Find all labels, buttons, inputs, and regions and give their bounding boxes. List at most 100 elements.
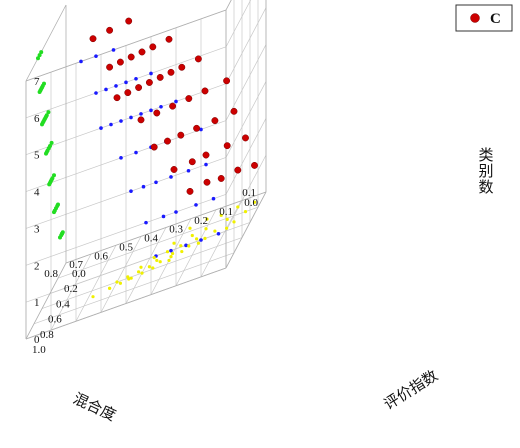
grid-line (225, 81, 267, 158)
xz-projection-point (186, 168, 191, 173)
xy-projection-point (139, 265, 143, 269)
data-point (186, 187, 194, 195)
yz-projection-point (39, 50, 44, 55)
data-point (217, 175, 225, 182)
x-tick-label: 0.8 (44, 268, 58, 280)
xz-projection-point (159, 104, 163, 109)
x-tick-label: 0.3 (169, 224, 183, 236)
xy-projection-point (219, 213, 223, 217)
xy-projection-point (243, 210, 248, 214)
yz-projection-point (37, 53, 42, 58)
xz-projection-point (174, 210, 178, 214)
yz-projection-point (46, 110, 51, 115)
legend-label: C (490, 11, 501, 27)
data-point (106, 63, 114, 71)
x-axis-label: 混合度 (70, 389, 118, 424)
grid-line (225, 154, 267, 232)
data-point (170, 166, 178, 173)
yz-projection-point (47, 182, 52, 187)
y-tick-label: 0.0 (72, 268, 86, 280)
xy-projection-point (172, 241, 176, 245)
y-tick-label: 0.4 (56, 298, 70, 310)
z-axis-label: 类别数 (478, 146, 493, 196)
xz-projection-point (169, 175, 173, 179)
data-point (169, 102, 177, 110)
yz-projection-point (58, 235, 62, 240)
xz-projection-point (134, 77, 138, 81)
xy-projection-point (129, 276, 133, 280)
xy-projection-point (118, 281, 122, 285)
grid-line (25, 193, 227, 266)
data-point (138, 48, 146, 56)
grid-line (200, 200, 242, 278)
data-point (242, 134, 249, 142)
yz-projection-point (44, 151, 48, 156)
xz-projection-point (129, 115, 133, 120)
grid-line (225, 44, 267, 121)
xy-projection-point (236, 205, 240, 209)
grid-line (57, 206, 259, 279)
xy-projection-point (147, 265, 151, 269)
xz-projection-point (119, 156, 123, 160)
frame-edge (25, 262, 67, 340)
xy-projection-point (108, 286, 112, 290)
yz-projection-point (37, 90, 42, 95)
xz-projection-point (144, 220, 148, 225)
grid-line (100, 236, 142, 313)
xy-projection-point (196, 241, 200, 245)
data-point (234, 166, 242, 174)
yz-projection-point (60, 231, 64, 236)
xy-projection-point (91, 295, 95, 299)
xz-projection-point (204, 162, 208, 167)
frame-edge (25, 267, 227, 340)
z-axis-label-char: 类 (478, 146, 493, 164)
xz-projection-point (139, 112, 143, 116)
x-tick-label: 0.7 (69, 259, 83, 271)
xy-projection-point (225, 217, 229, 221)
data-point (135, 84, 143, 91)
data-point (165, 35, 173, 43)
grid-line (225, 118, 267, 195)
x-tick-label: 0.6 (94, 250, 108, 262)
xy-projection-point (179, 244, 183, 248)
data-point (167, 68, 175, 76)
y-axis-label: 评价指数 (381, 366, 441, 413)
z-tick-label: 2 (34, 260, 40, 272)
data-point (89, 35, 97, 43)
xy-projection-point (232, 220, 236, 224)
x-tick-label: 0.2 (194, 215, 208, 227)
data-point (223, 142, 231, 150)
frame-edge (225, 191, 267, 269)
data-point (153, 109, 161, 117)
data-point (127, 53, 135, 61)
data-point (202, 151, 210, 159)
xz-projection-point (141, 184, 146, 189)
z-axis-label-char: 别 (478, 162, 493, 180)
data-point (113, 94, 121, 102)
xz-projection-point (111, 48, 116, 52)
xz-projection-point (149, 71, 153, 76)
xz-projection-point (161, 214, 166, 219)
data-point (150, 143, 158, 151)
yz-projection-point (49, 140, 54, 145)
legend-box (455, 4, 513, 32)
x-tick-label: 0.5 (119, 241, 133, 253)
xz-projection-point (114, 84, 118, 88)
grid-line (25, 157, 227, 229)
data-point (125, 17, 133, 25)
xy-projection-point (188, 226, 192, 230)
z-tick-label: 0 (34, 334, 40, 346)
data-point (164, 137, 171, 145)
yz-projection-point (52, 210, 56, 215)
tick-layer: 0.00.10.20.30.40.50.60.70.8 0.00.20.40.60… (32, 76, 259, 356)
data-point (156, 73, 164, 81)
x-tick-label: 0.4 (144, 233, 158, 245)
x-tick-label: 0.0 (244, 197, 258, 209)
data-point (124, 89, 132, 97)
y-tick-label: 0.8 (40, 329, 54, 341)
xz-projection-point (169, 248, 173, 253)
corner-tick-label: 0.1 (242, 187, 256, 199)
data-point (178, 63, 186, 71)
grid-line (33, 252, 235, 325)
